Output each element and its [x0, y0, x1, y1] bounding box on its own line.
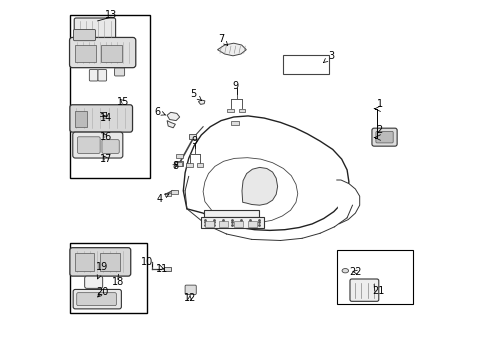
Text: 7: 7 [218, 34, 227, 45]
FancyBboxPatch shape [77, 293, 116, 306]
Bar [238, 109, 244, 112]
Polygon shape [336, 180, 359, 224]
FancyBboxPatch shape [375, 131, 392, 143]
Bar [75, 111, 87, 127]
Bar [204, 221, 213, 227]
Bar [101, 45, 122, 62]
FancyBboxPatch shape [74, 18, 115, 40]
FancyBboxPatch shape [77, 137, 100, 153]
Text: 5: 5 [190, 89, 201, 100]
Polygon shape [183, 116, 348, 230]
Bar [233, 221, 242, 227]
Text: 19: 19 [96, 262, 108, 279]
Bar [186, 163, 192, 167]
Bar [176, 154, 182, 158]
Text: 13: 13 [104, 10, 117, 20]
Text: 2: 2 [376, 125, 382, 135]
FancyBboxPatch shape [89, 69, 98, 81]
Bar [197, 163, 203, 167]
Polygon shape [204, 210, 258, 217]
FancyBboxPatch shape [371, 128, 396, 146]
Bar [164, 193, 171, 196]
Bar [171, 190, 177, 194]
Text: 22: 22 [348, 267, 361, 277]
Text: 12: 12 [183, 293, 196, 303]
Polygon shape [200, 217, 264, 228]
Text: 9: 9 [232, 81, 239, 91]
Bar [247, 221, 257, 227]
Text: 15: 15 [117, 96, 129, 107]
Bar [75, 253, 94, 271]
FancyBboxPatch shape [98, 69, 106, 81]
Text: 6: 6 [154, 107, 165, 117]
Text: 20: 20 [96, 287, 108, 297]
Text: 16: 16 [100, 132, 112, 142]
Polygon shape [217, 43, 246, 56]
Bar [219, 221, 228, 227]
Polygon shape [283, 55, 329, 74]
Bar [101, 253, 120, 271]
Bar [188, 134, 196, 139]
Bar [70, 15, 149, 178]
Bar [70, 243, 147, 313]
Text: 3: 3 [323, 51, 334, 63]
Text: 1: 1 [376, 99, 382, 109]
Ellipse shape [342, 269, 348, 273]
FancyBboxPatch shape [114, 68, 124, 76]
Text: 18: 18 [111, 276, 123, 287]
Polygon shape [198, 100, 204, 104]
FancyBboxPatch shape [69, 37, 136, 68]
Polygon shape [167, 112, 179, 121]
Text: 9: 9 [191, 136, 197, 146]
FancyBboxPatch shape [349, 279, 378, 301]
Text: 4: 4 [157, 194, 168, 204]
Bar [230, 121, 238, 125]
Text: 14: 14 [100, 113, 112, 123]
FancyBboxPatch shape [70, 248, 130, 276]
FancyBboxPatch shape [70, 105, 132, 132]
Text: 8: 8 [172, 161, 178, 171]
Text: 10: 10 [141, 257, 153, 267]
Text: 17: 17 [100, 154, 112, 164]
FancyBboxPatch shape [73, 132, 122, 158]
Bar [75, 45, 96, 62]
Bar [337, 250, 412, 304]
FancyBboxPatch shape [73, 30, 95, 41]
Bar [175, 162, 182, 166]
Text: 11: 11 [156, 264, 168, 274]
Bar [163, 267, 171, 271]
Polygon shape [242, 167, 277, 205]
Text: 21: 21 [371, 286, 384, 296]
Bar [227, 109, 233, 112]
FancyBboxPatch shape [73, 289, 121, 309]
Bar [174, 161, 182, 166]
Polygon shape [167, 121, 175, 128]
FancyBboxPatch shape [84, 276, 102, 288]
FancyBboxPatch shape [102, 140, 119, 153]
FancyBboxPatch shape [185, 285, 196, 294]
